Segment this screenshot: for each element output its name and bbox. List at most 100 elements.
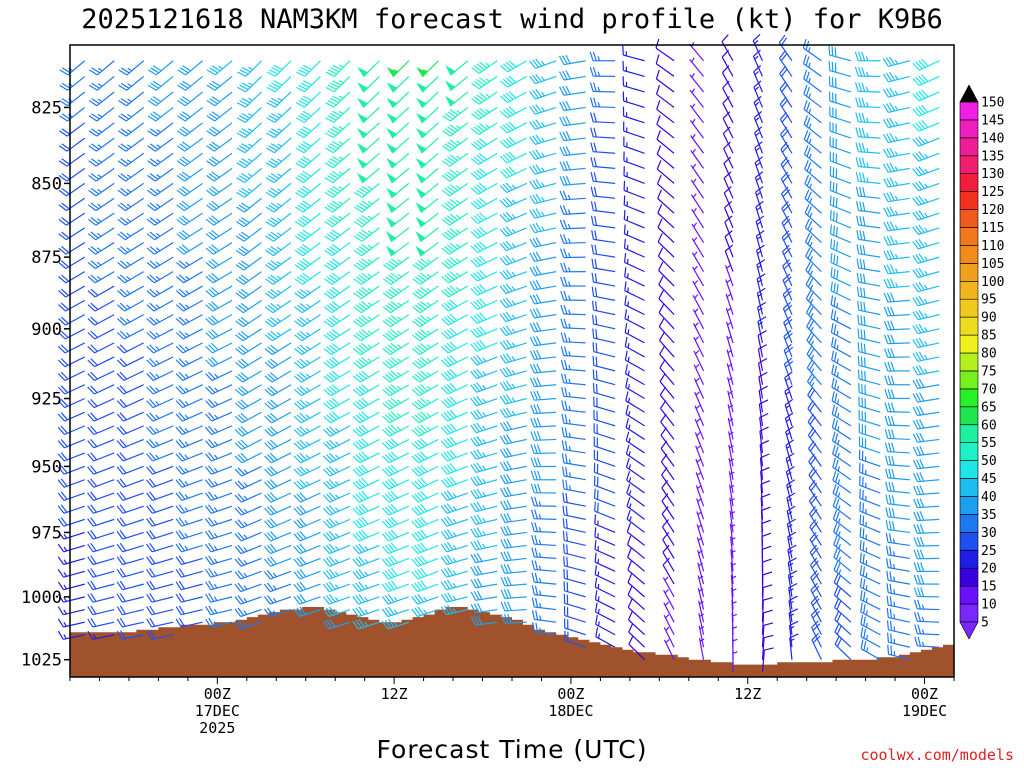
barb-full: [300, 112, 310, 119]
barb-half: [808, 62, 811, 68]
barb-full: [328, 385, 337, 393]
barb-full: [181, 229, 190, 237]
barb-full: [861, 127, 866, 138]
barb-half: [924, 241, 928, 247]
barb-full: [361, 424, 369, 433]
barb-staff: [563, 354, 586, 358]
barb-full: [499, 448, 506, 458]
barb-staff: [95, 212, 115, 226]
barb-staff: [832, 453, 852, 467]
barb-full: [536, 336, 542, 346]
barb-staff: [273, 242, 292, 257]
barb-full: [361, 329, 370, 336]
barb-full: [916, 459, 922, 469]
barb-staff: [155, 122, 174, 137]
barb-full: [502, 298, 510, 307]
wind-barb-950-12: [411, 464, 439, 477]
barb-full: [269, 518, 278, 526]
barb-full: [441, 189, 451, 197]
wind-barb-880-5: [205, 271, 233, 284]
barb-full: [624, 323, 628, 333]
barb-full: [506, 460, 512, 470]
barb-half: [485, 124, 490, 129]
wind-barb-910-8: [294, 356, 321, 369]
barb-full: [835, 197, 838, 208]
barb-staff: [181, 544, 203, 553]
barb-full: [919, 445, 925, 455]
wind-barb-950-7: [264, 465, 292, 477]
barb-half: [156, 159, 161, 163]
barb-staff: [244, 152, 262, 169]
wind-barb-845-27: [855, 157, 881, 169]
wind-barb-915-21: [693, 350, 705, 372]
wind-barb-935-23: [758, 399, 769, 426]
barb-full: [441, 332, 449, 340]
barb-staff: [211, 505, 233, 514]
barb-half: [894, 195, 899, 201]
barb-full: [361, 315, 370, 322]
barb-half: [334, 507, 340, 512]
barb-full: [535, 164, 542, 173]
barb-full: [443, 412, 452, 421]
barb-full: [384, 427, 393, 436]
barb-full: [499, 462, 506, 471]
barb-staff: [832, 505, 852, 520]
barb-half: [155, 290, 161, 295]
barb-full: [323, 442, 331, 450]
barb-staff: [476, 342, 498, 352]
barb-full: [449, 449, 457, 458]
barb-full: [361, 516, 369, 525]
wind-barb-850-26: [829, 166, 852, 184]
barb-full: [476, 341, 484, 350]
barb-full: [322, 533, 331, 542]
barb-staff: [504, 492, 527, 498]
barb-half: [924, 183, 929, 188]
barb-full: [234, 442, 243, 450]
barb-full: [831, 391, 835, 401]
barb-full: [240, 385, 249, 393]
barb-full: [756, 230, 765, 237]
wind-barb-855-0: [58, 197, 86, 212]
wind-barb-920-27: [857, 369, 881, 386]
barb-full: [175, 466, 183, 475]
wind-barb-875-1: [87, 256, 115, 270]
barb-half: [455, 287, 461, 292]
barb-full: [656, 100, 661, 110]
barb-full: [785, 425, 794, 433]
barb-full: [353, 278, 362, 285]
wind-barb-850-4: [176, 182, 203, 197]
wind-barb-920-2: [116, 384, 144, 395]
barb-full: [358, 465, 366, 474]
barb-half: [184, 481, 189, 486]
barb-full: [724, 200, 733, 209]
barb-staff: [213, 212, 233, 226]
wind-barb-900-27: [857, 314, 881, 330]
barb-staff: [917, 531, 940, 534]
barb-full: [499, 409, 506, 418]
wind-barb-940-7: [264, 438, 292, 451]
wind-barb-970-16: [530, 509, 557, 520]
barb-half: [754, 101, 760, 106]
wind-barb-870-24: [781, 215, 793, 243]
barb-full: [831, 377, 835, 388]
barb-full: [449, 436, 457, 445]
barb-half: [692, 133, 696, 139]
barb-full: [178, 504, 186, 513]
barb-staff: [448, 242, 469, 255]
barb-staff: [245, 60, 262, 77]
barb-half: [277, 188, 282, 192]
wind-barb-955-24: [785, 452, 795, 480]
barb-full: [560, 318, 565, 329]
wind-barb-970-21: [696, 498, 705, 520]
barb-full: [420, 370, 429, 378]
barb-full: [116, 531, 124, 540]
wind-barb-840-22: [722, 126, 734, 154]
barb-staff: [623, 85, 645, 93]
barb-staff: [95, 167, 115, 182]
barb-full: [241, 82, 251, 88]
barb-half: [126, 318, 131, 323]
barb-full: [889, 132, 896, 142]
wind-barb-950-15: [499, 460, 527, 472]
barb-half: [511, 257, 516, 262]
barb-full: [807, 278, 814, 288]
